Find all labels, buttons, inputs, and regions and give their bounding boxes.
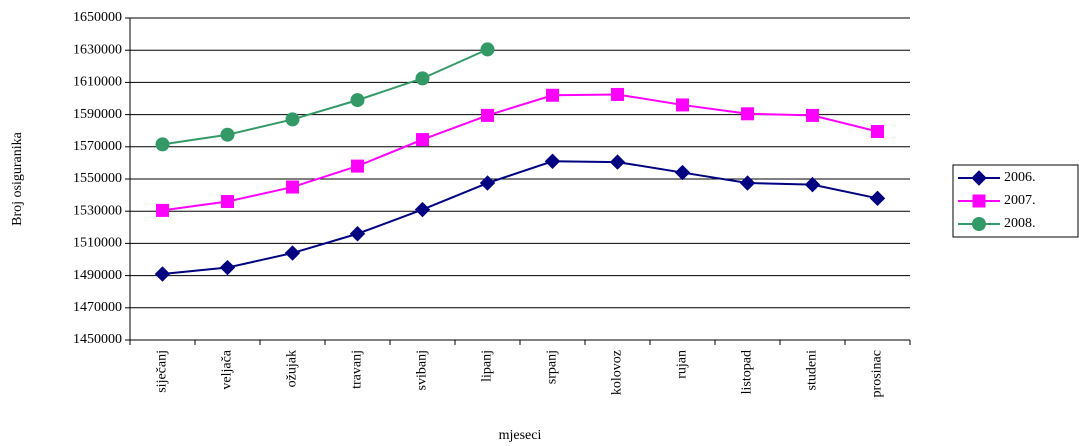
y-tick-label: 1490000 xyxy=(73,268,122,283)
y-tick-label: 1630000 xyxy=(73,42,122,57)
x-tick-label: siječanj xyxy=(155,350,170,393)
y-tick-label: 1470000 xyxy=(73,300,122,315)
data-point xyxy=(806,108,819,122)
y-tick-label: 1550000 xyxy=(73,171,122,186)
y-tick-label: 1450000 xyxy=(73,332,122,347)
legend-marker xyxy=(972,194,986,208)
legend-marker xyxy=(971,170,987,186)
series-line xyxy=(162,160,878,275)
data-point xyxy=(869,190,886,207)
data-point xyxy=(480,42,495,57)
legend-label: 2007. xyxy=(1004,193,1036,208)
data-point xyxy=(221,195,234,209)
data-point xyxy=(676,98,689,112)
x-tick-label: prosinac xyxy=(870,350,885,397)
legend-label: 2006. xyxy=(1004,170,1036,185)
series-line xyxy=(162,93,878,212)
x-tick-label: listopad xyxy=(740,350,755,394)
y-tick-label: 1650000 xyxy=(73,10,122,25)
y-tick-label: 1590000 xyxy=(73,107,122,122)
data-point xyxy=(739,175,756,191)
legend-label: 2008. xyxy=(1004,216,1036,231)
data-point xyxy=(350,93,365,108)
data-point xyxy=(674,164,691,181)
series-line xyxy=(162,48,488,146)
data-point xyxy=(415,71,430,86)
data-point xyxy=(285,112,300,127)
x-tick-label: kolovoz xyxy=(610,350,625,395)
x-axis-title: mjeseci xyxy=(499,428,542,443)
data-point xyxy=(609,154,626,170)
x-tick-label: ožujak xyxy=(285,350,300,387)
data-point xyxy=(481,108,494,122)
x-tick-label: lipanj xyxy=(480,350,495,382)
data-point xyxy=(351,159,364,173)
x-tick-label: rujan xyxy=(675,350,690,379)
data-point xyxy=(544,153,561,169)
x-tick-label: travanj xyxy=(350,350,365,389)
data-point xyxy=(349,226,366,242)
y-tick-label: 1530000 xyxy=(73,203,122,218)
data-point xyxy=(871,125,884,139)
data-point xyxy=(479,175,496,191)
y-axis-title: Broj osiguranika xyxy=(10,131,25,225)
data-point xyxy=(156,203,169,217)
data-point xyxy=(416,133,429,147)
data-point xyxy=(546,88,559,102)
data-point xyxy=(220,127,235,142)
data-point xyxy=(155,137,170,152)
data-point xyxy=(611,87,624,101)
x-tick-label: veljača xyxy=(220,349,235,389)
data-point xyxy=(414,201,431,218)
data-point xyxy=(154,266,171,282)
y-tick-label: 1570000 xyxy=(73,139,122,154)
data-point xyxy=(219,259,236,276)
data-point xyxy=(284,245,301,261)
y-tick-label: 1510000 xyxy=(73,236,122,251)
data-point xyxy=(741,107,754,121)
y-tick-label: 1610000 xyxy=(73,75,122,90)
data-point xyxy=(804,176,821,193)
data-point xyxy=(286,180,299,194)
x-tick-label: srpanj xyxy=(545,350,560,384)
legend-marker xyxy=(972,217,986,231)
x-tick-label: svibanj xyxy=(415,350,430,390)
x-tick-label: studeni xyxy=(805,350,820,391)
